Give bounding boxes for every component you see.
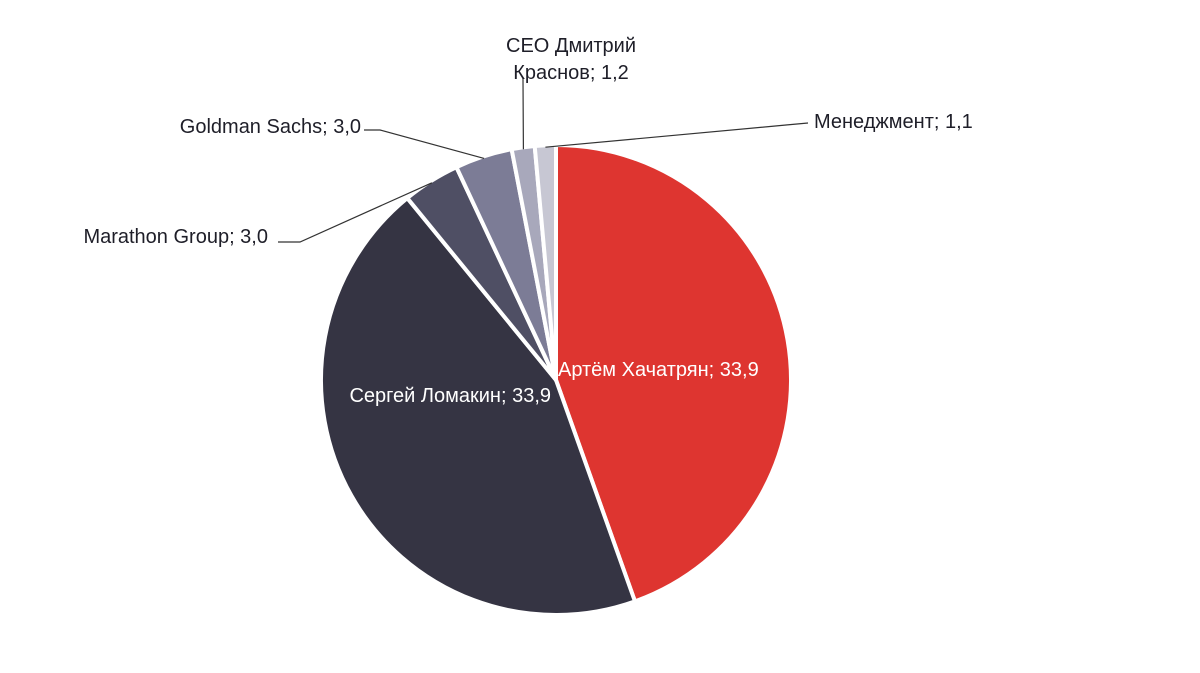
pie-slice-1 [319, 196, 637, 617]
leader-line-3 [364, 129, 485, 159]
label-ceo-krasnov-line1: CEO Дмитрий [506, 35, 636, 57]
pie-slice-0 [554, 143, 793, 604]
label-artem-khachatryan: Артём Хачатрян; 33,9 [558, 359, 759, 381]
label-sergey-lomakin: Сергей Ломакин; 33,9 [349, 385, 551, 407]
label-management: Менеджмент; 1,1 [814, 111, 973, 133]
leader-line-5 [545, 122, 809, 148]
leader-line-2 [278, 182, 433, 243]
label-goldman-sachs: Goldman Sachs; 3,0 [180, 116, 361, 138]
label-ceo-krasnov-line2: Краснов; 1,2 [513, 62, 629, 84]
label-marathon-group: Marathon Group; 3,0 [83, 226, 268, 248]
leader-lines [278, 78, 809, 243]
pie-slice-5 [532, 143, 558, 382]
pie-slices [319, 143, 793, 617]
